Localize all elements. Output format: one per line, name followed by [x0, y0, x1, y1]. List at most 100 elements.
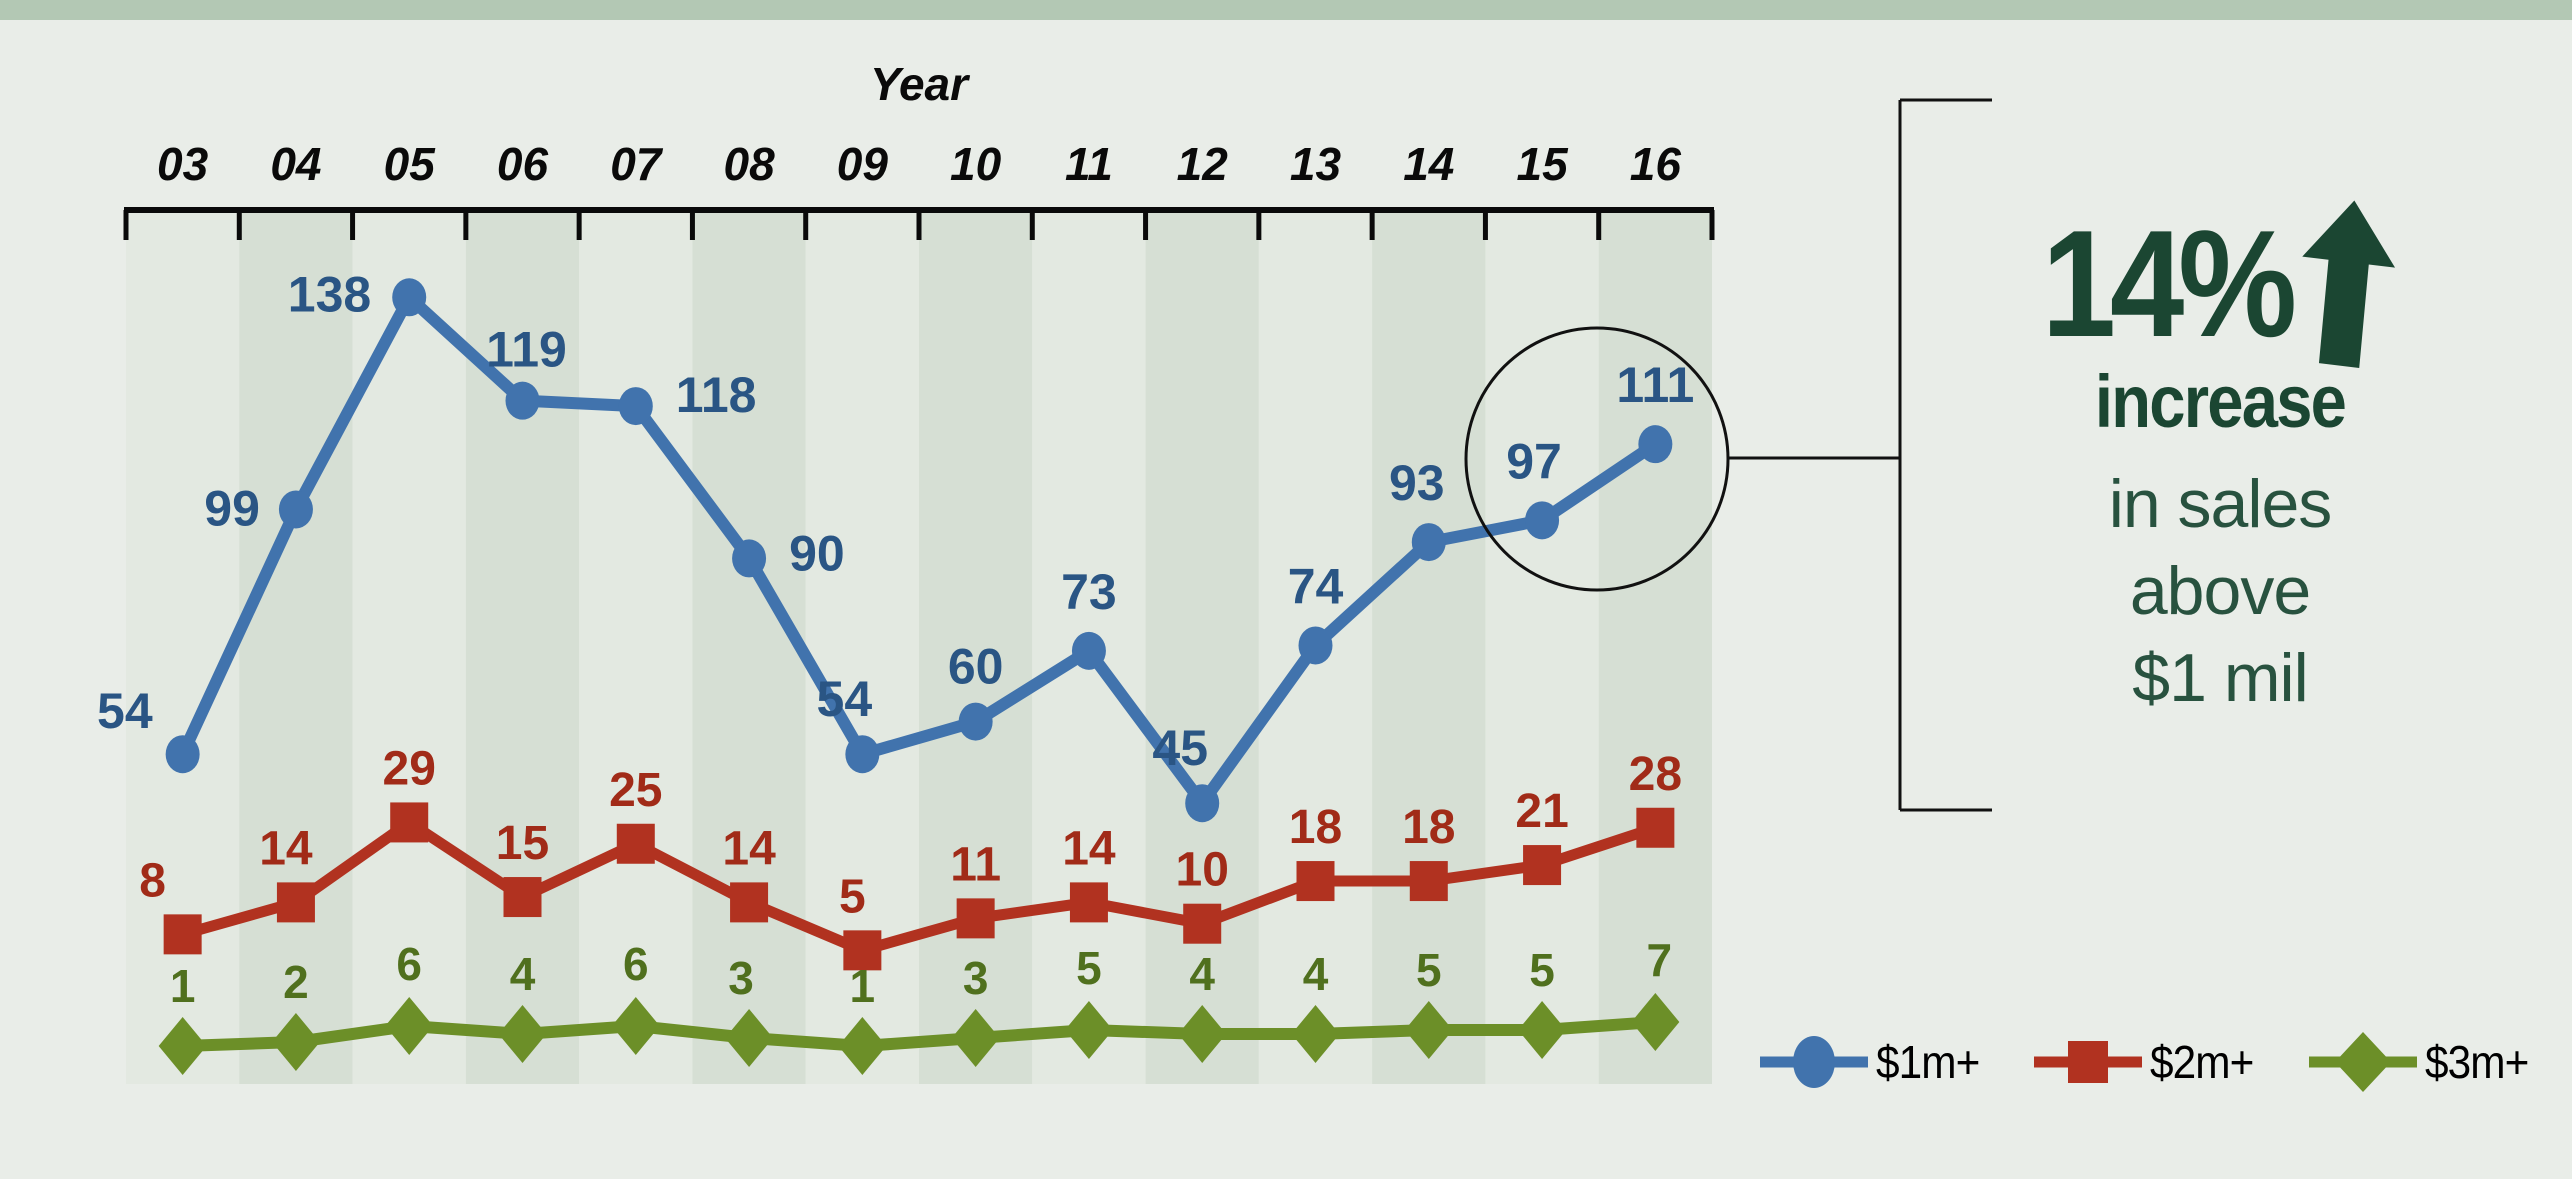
data-point-label: 28 [1629, 748, 1682, 801]
data-point-label: 73 [1061, 564, 1117, 620]
data-point-marker-square [1636, 807, 1675, 848]
data-point-label: 1 [850, 960, 876, 1012]
x-tick-label: 13 [1290, 138, 1342, 190]
data-point-marker-square [956, 898, 995, 939]
data-point-marker-circle [1525, 501, 1560, 540]
data-point-marker-square [616, 823, 655, 864]
legend-item-2m: $2m+ [2032, 1026, 2262, 1098]
data-point-label: 5 [1076, 942, 1102, 994]
data-point-marker-square [163, 914, 202, 955]
data-point-label: 4 [510, 948, 536, 1000]
data-point-label: 14 [722, 822, 776, 875]
x-tick-label: 11 [1065, 138, 1113, 190]
data-point-label: 90 [789, 525, 845, 581]
data-point-marker-square [503, 877, 542, 918]
callout-headline: 14% [2041, 199, 2297, 369]
data-point-marker-diamond [725, 1009, 774, 1067]
data-point-marker-square [730, 882, 769, 923]
data-point-marker-diamond [271, 1013, 320, 1071]
data-point-label: 97 [1506, 433, 1562, 489]
x-tick-label: 14 [1403, 138, 1454, 190]
data-point-marker-square [1523, 845, 1562, 886]
callout-annotation: 14% increase in sales above $1 mil [2005, 199, 2435, 722]
data-point-marker-circle [1298, 626, 1333, 665]
legend-label: $1m+ [1876, 1036, 1980, 1088]
data-point-marker-diamond [158, 1017, 207, 1075]
data-point-label: 74 [1288, 558, 1344, 614]
legend-label: $3m+ [2424, 1036, 2529, 1088]
data-point-marker-circle [505, 381, 540, 420]
data-point-label: 5 [839, 870, 866, 923]
data-point-label: 119 [486, 322, 567, 378]
data-point-marker-circle [392, 278, 427, 317]
x-tick-label: 09 [837, 138, 889, 190]
data-point-label: 10 [1176, 844, 1229, 897]
x-tick-label: 10 [950, 138, 1002, 190]
top-accent-bar [0, 0, 2572, 20]
series-line-circle [176, 291, 1662, 810]
legend-item-3m: $3m+ [2307, 1026, 2537, 1098]
year-column-stripe [1485, 213, 1599, 1084]
x-tick-label: 04 [270, 138, 321, 190]
data-point-label: 4 [1303, 948, 1329, 1000]
data-point-label: 7 [1647, 934, 1673, 986]
data-point-label: 6 [396, 938, 422, 990]
data-point-marker-diamond [1064, 1001, 1113, 1059]
legend-item-1m: $1m+ [1758, 1026, 1988, 1098]
data-point-marker-diamond [1178, 1005, 1227, 1063]
callout-line: $1 mil [2132, 640, 2308, 717]
data-point-marker-square [843, 930, 882, 971]
year-column-stripe [919, 213, 1033, 1084]
data-point-marker-square [390, 802, 429, 843]
data-point-label: 18 [1289, 801, 1342, 854]
data-point-label: 14 [259, 822, 313, 875]
data-point-label: 8 [139, 854, 166, 907]
data-point-label: 5 [1416, 944, 1442, 996]
year-column-stripe [1598, 213, 1712, 1084]
data-point-marker-diamond [498, 1005, 547, 1063]
data-point-marker-square [1409, 861, 1448, 902]
data-point-label: 54 [817, 671, 873, 727]
data-point-marker-square [1069, 882, 1108, 923]
data-point-marker-circle [278, 490, 313, 529]
callout-line: above [2129, 553, 2311, 630]
callout-subheadline: increase [2094, 360, 2347, 443]
data-point-marker-circle [1411, 523, 1446, 562]
data-point-label: 14 [1062, 822, 1116, 875]
data-point-label: 5 [1529, 944, 1555, 996]
data-point-marker-square [276, 882, 315, 923]
up-arrow-icon [2294, 198, 2398, 375]
callout-body: in sales above $1 mil [2005, 461, 2435, 722]
x-tick-label: 07 [610, 138, 664, 190]
chart-legend: $1m+ $2m+ $3m+ [1758, 1026, 2537, 1098]
data-point-marker-circle [958, 702, 993, 741]
data-point-marker-square [1296, 861, 1335, 902]
x-tick-label: 08 [723, 138, 775, 190]
data-point-marker-circle [1185, 784, 1220, 823]
data-point-marker-diamond [951, 1009, 1000, 1067]
data-point-label: 21 [1515, 785, 1568, 838]
data-point-marker-circle [618, 387, 653, 426]
x-tick-label: 05 [384, 138, 437, 190]
data-point-label: 4 [1189, 948, 1215, 1000]
data-point-marker-diamond [1631, 993, 1680, 1051]
year-column-stripe [1372, 213, 1486, 1084]
year-column-stripe [692, 213, 806, 1084]
callout-headline-row: 14% [2031, 199, 2409, 375]
data-point-marker-circle [1638, 425, 1673, 464]
axis-title: Year [870, 58, 970, 110]
legend-diamond-marker-icon [2308, 1032, 2417, 1092]
data-point-label: 111 [1616, 357, 1694, 413]
data-point-marker-circle [845, 735, 880, 774]
data-point-marker-square [1183, 903, 1222, 944]
x-tick-label: 03 [157, 138, 209, 190]
data-point-label: 2 [283, 956, 309, 1008]
data-point-marker-circle [732, 539, 767, 578]
data-point-label: 11 [950, 838, 1001, 891]
x-tick-label: 06 [497, 138, 549, 190]
data-point-label: 99 [204, 480, 260, 536]
data-point-label: 6 [623, 938, 649, 990]
data-point-marker-diamond [385, 997, 434, 1055]
data-point-label: 54 [97, 683, 153, 739]
